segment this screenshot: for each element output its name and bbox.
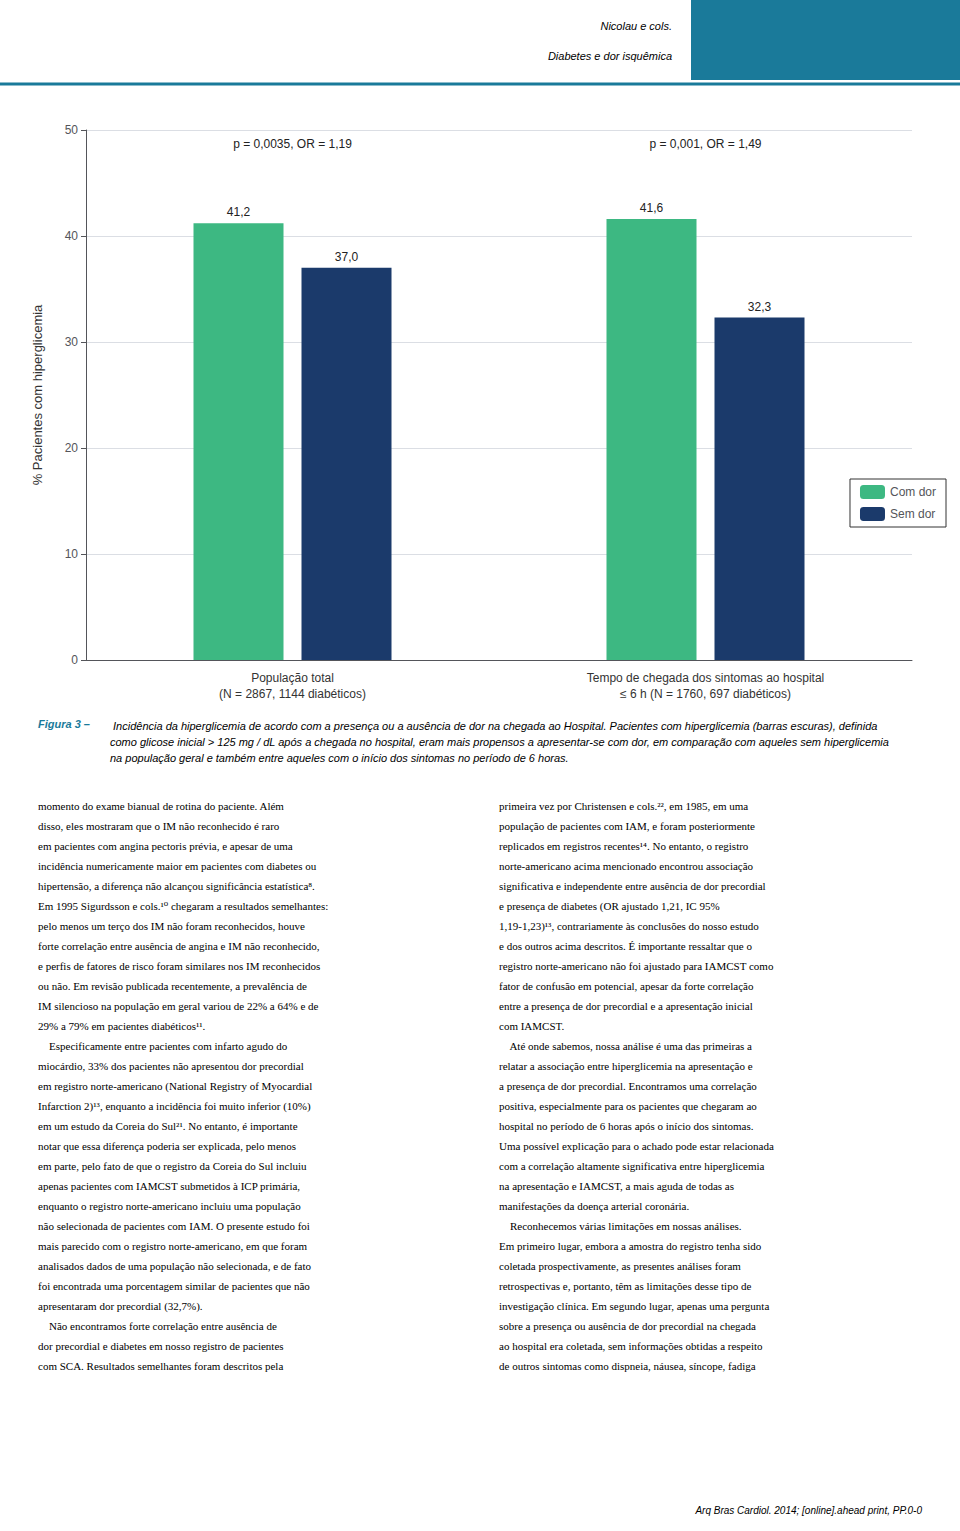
svg-text:com IAMCST.: com IAMCST. bbox=[499, 1020, 564, 1032]
svg-text:37,0: 37,0 bbox=[335, 250, 359, 264]
svg-text:em pacientes com angina pector: em pacientes com angina pectoris prévia,… bbox=[38, 840, 293, 852]
svg-text:hipertensão, a diferença não a: hipertensão, a diferença não alcançou si… bbox=[38, 880, 315, 892]
svg-text:Diabetes e dor isquêmica: Diabetes e dor isquêmica bbox=[548, 50, 672, 62]
svg-text:positiva, especialmente para o: positiva, especialmente para os paciente… bbox=[499, 1100, 757, 1112]
svg-text:significativa e independente e: significativa e independente entre ausên… bbox=[499, 880, 766, 892]
svg-text:retrospectivas e, portanto, tê: retrospectivas e, portanto, têm as limit… bbox=[499, 1280, 751, 1292]
svg-text:e presença de diabetes (OR aju: e presença de diabetes (OR ajustado 1,21… bbox=[499, 900, 720, 913]
svg-text:relatar a associação entre hip: relatar a associação entre hiperglicemia… bbox=[499, 1060, 753, 1072]
svg-text:Especificamente entre paciente: Especificamente entre pacientes com infa… bbox=[38, 1040, 288, 1052]
svg-text:notar que essa diferença poder: notar que essa diferença poderia ser exp… bbox=[38, 1140, 296, 1152]
svg-text:registro norte-americano não f: registro norte-americano não foi ajustad… bbox=[499, 960, 774, 972]
svg-text:40: 40 bbox=[65, 229, 79, 243]
svg-text:norte-americano acima menciona: norte-americano acima mencionado encontr… bbox=[499, 860, 754, 872]
svg-text:Arq Bras Cardiol. 2014; [onlin: Arq Bras Cardiol. 2014; [online].ahead p… bbox=[694, 1505, 922, 1516]
svg-text:ou não. Em revisão publicada r: ou não. Em revisão publicada recentement… bbox=[38, 980, 307, 992]
svg-text:32,3: 32,3 bbox=[748, 300, 772, 314]
svg-text:% Pacientes com hiperglicemia: % Pacientes com hiperglicemia bbox=[30, 304, 45, 485]
svg-text:manifestações da doença arteri: manifestações da doença arterial coronár… bbox=[499, 1200, 690, 1212]
svg-text:em registro norte-americano (N: em registro norte-americano (National Re… bbox=[38, 1080, 312, 1093]
svg-text:com SCA. Resultados semelhante: com SCA. Resultados semelhantes foram de… bbox=[38, 1360, 283, 1372]
svg-text:0: 0 bbox=[71, 653, 78, 667]
svg-text:população de pacientes com IAM: população de pacientes com IAM, e foram … bbox=[499, 820, 755, 832]
svg-text:replicados em registros recent: replicados em registros recentes¹⁴. No e… bbox=[499, 840, 749, 852]
svg-text:Até onde sabemos, nossa anális: Até onde sabemos, nossa análise é uma da… bbox=[499, 1040, 752, 1052]
svg-text:p = 0,0035, OR = 1,19: p = 0,0035, OR = 1,19 bbox=[233, 137, 352, 151]
svg-text:momento do exame bianual de ro: momento do exame bianual de rotina do pa… bbox=[38, 800, 284, 812]
svg-text:analisados dados de uma popula: analisados dados de uma população não se… bbox=[38, 1260, 312, 1272]
svg-text:apresentaram dor precordial (3: apresentaram dor precordial (32,7%). bbox=[38, 1300, 203, 1313]
svg-text:41,2: 41,2 bbox=[227, 205, 251, 219]
svg-text:na apresentação e IAMCST, a ma: na apresentação e IAMCST, a mais aguda d… bbox=[499, 1180, 734, 1192]
svg-text:hospital no período de 6 horas: hospital no período de 6 horas após o in… bbox=[499, 1120, 754, 1132]
svg-text:foi encontrada uma porcentagem: foi encontrada uma porcentagem similar d… bbox=[38, 1280, 310, 1292]
svg-text:fator de confusão em potencial: fator de confusão em potencial, apesar d… bbox=[499, 980, 754, 992]
svg-text:mais parecido com o registro n: mais parecido com o registro norte-ameri… bbox=[38, 1240, 308, 1252]
svg-text:≤ 6 h (N = 1760, 697 diabético: ≤ 6 h (N = 1760, 697 diabéticos) bbox=[620, 687, 791, 701]
svg-text:p = 0,001, OR = 1,49: p = 0,001, OR = 1,49 bbox=[649, 137, 761, 151]
svg-text:30: 30 bbox=[65, 335, 79, 349]
svg-text:1,19-1,23)¹³, contrariamente à: 1,19-1,23)¹³, contrariamente às conclusõ… bbox=[499, 920, 759, 933]
svg-text:incidência numericamente maior: incidência numericamente maior em pacien… bbox=[38, 860, 317, 872]
svg-text:20: 20 bbox=[65, 441, 79, 455]
svg-text:Figura 3 –: Figura 3 – bbox=[38, 718, 90, 730]
svg-text:disso, eles mostraram que o IM: disso, eles mostraram que o IM não recon… bbox=[38, 820, 280, 832]
svg-text:ao hospital era coletada, sem: ao hospital era coletada, sem informaçõe… bbox=[499, 1340, 763, 1352]
svg-text:não selecionada de pacientes c: não selecionada de pacientes com IAM. O … bbox=[38, 1220, 310, 1232]
svg-text:41,6: 41,6 bbox=[640, 201, 664, 215]
svg-text:forte correlação entre ausênci: forte correlação entre ausência de angin… bbox=[38, 940, 320, 952]
svg-text:em um estudo da Coreia do Sul²: em um estudo da Coreia do Sul²¹. No enta… bbox=[38, 1120, 298, 1132]
svg-text:em parte, pelo fato de que o r: em parte, pelo fato de que o registro da… bbox=[38, 1160, 307, 1172]
svg-text:na população geral e também en: na população geral e também entre aquele… bbox=[110, 752, 569, 764]
svg-text:e perfis de fatores de risco f: e perfis de fatores de risco foram simil… bbox=[38, 960, 320, 972]
svg-text:coletada prospectivamente, as: coletada prospectivamente, as presentes … bbox=[499, 1260, 741, 1272]
svg-text:(N = 2867, 1144 diabéticos): (N = 2867, 1144 diabéticos) bbox=[219, 687, 366, 701]
svg-text:Tempo de chegada dos sintomas: Tempo de chegada dos sintomas ao hospita… bbox=[587, 671, 825, 685]
svg-text:apenas pacientes com IAMCST su: apenas pacientes com IAMCST submetidos à… bbox=[38, 1180, 300, 1192]
svg-text:Infarction 2)¹³, enquanto a in: Infarction 2)¹³, enquanto a incidência f… bbox=[38, 1100, 311, 1113]
svg-text:Reconhecemos várias limitações: Reconhecemos várias limitações em nossas… bbox=[499, 1220, 742, 1232]
svg-text:29% a 79% em pacientes diabéti: 29% a 79% em pacientes diabéticos¹¹. bbox=[38, 1020, 206, 1032]
svg-text:Não encontramos forte correlaç: Não encontramos forte correlação entre a… bbox=[38, 1320, 277, 1332]
svg-text:enquanto o registro norte-amer: enquanto o registro norte-americano incl… bbox=[38, 1200, 301, 1212]
svg-text:a presença de dor precordial.: a presença de dor precordial. Encontramo… bbox=[499, 1080, 757, 1092]
svg-text:Sem dor: Sem dor bbox=[890, 507, 935, 521]
svg-text:50: 50 bbox=[65, 123, 79, 137]
svg-text:Em primeiro lugar, embora a am: Em primeiro lugar, embora a amostra do r… bbox=[499, 1240, 762, 1252]
svg-text:Incidência da hiperglicemia de: Incidência da hiperglicemia de acordo co… bbox=[110, 720, 880, 732]
svg-text:de outros sintomas como dispne: de outros sintomas como dispneia, náusea… bbox=[499, 1360, 756, 1372]
svg-text:Em 1995 Sigurdsson e cols.¹⁰ c: Em 1995 Sigurdsson e cols.¹⁰ chegaram a … bbox=[38, 900, 328, 912]
svg-text:10: 10 bbox=[65, 547, 79, 561]
svg-text:como glicose inicial > 125 mg: como glicose inicial > 125 mg / dL após … bbox=[110, 736, 892, 748]
svg-text:com a correlação altamente sig: com a correlação altamente significativa… bbox=[499, 1160, 765, 1172]
svg-text:Com dor: Com dor bbox=[890, 485, 936, 499]
svg-text:investigação clínica. Em segun: investigação clínica. Em segundo lugar, … bbox=[499, 1300, 769, 1312]
svg-text:sobre a presença ou ausência d: sobre a presença ou ausência de dor prec… bbox=[499, 1320, 756, 1332]
svg-text:primeira vez por Christensen e: primeira vez por Christensen e cols.²², … bbox=[499, 800, 748, 812]
svg-text:e dos outros acima descritos.: e dos outros acima descritos. É importan… bbox=[499, 940, 752, 952]
svg-text:Nicolau e cols.: Nicolau e cols. bbox=[600, 20, 672, 32]
svg-text:miocárdio, 33% dos pacientes n: miocárdio, 33% dos pacientes não apresen… bbox=[38, 1060, 304, 1072]
svg-text:pelo menos um terço dos IM não: pelo menos um terço dos IM não foram rec… bbox=[38, 920, 305, 932]
svg-text:dor precordial e diabetes em n: dor precordial e diabetes em nosso regis… bbox=[38, 1340, 284, 1352]
svg-text:População total: População total bbox=[251, 671, 334, 685]
svg-text:Uma possível explicação para o: Uma possível explicação para o achado po… bbox=[499, 1140, 774, 1152]
svg-text:entre a presença de dor precor: entre a presença de dor precordial e a a… bbox=[499, 1000, 753, 1012]
svg-text:IM silencioso na população em: IM silencioso na população em geral vari… bbox=[38, 1000, 319, 1012]
